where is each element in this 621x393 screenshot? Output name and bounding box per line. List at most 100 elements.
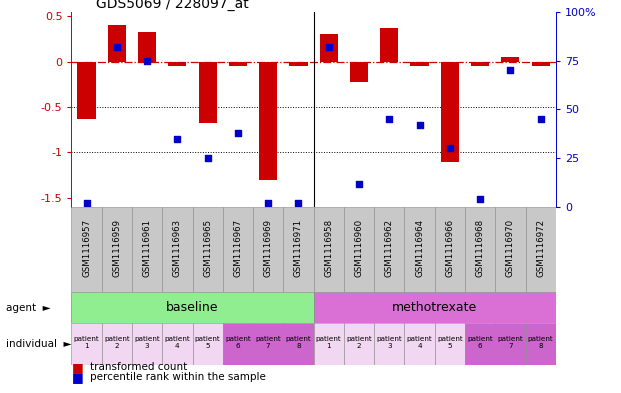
Point <box>112 44 122 50</box>
Text: patient
2: patient 2 <box>104 336 130 349</box>
Text: GSM1116967: GSM1116967 <box>233 219 242 277</box>
Text: GSM1116972: GSM1116972 <box>536 219 545 277</box>
Bar <box>253 323 283 365</box>
Bar <box>108 26 126 62</box>
Text: patient
8: patient 8 <box>528 336 553 349</box>
Text: patient
6: patient 6 <box>467 336 493 349</box>
Bar <box>78 62 96 119</box>
Text: patient
8: patient 8 <box>286 336 311 349</box>
Point <box>233 130 243 136</box>
Text: baseline: baseline <box>166 301 219 314</box>
Bar <box>435 207 465 292</box>
Bar <box>138 32 156 62</box>
Text: patient
2: patient 2 <box>346 336 372 349</box>
Text: patient
1: patient 1 <box>316 336 342 349</box>
Bar <box>132 323 162 365</box>
Point <box>173 136 183 142</box>
Text: GSM1116968: GSM1116968 <box>476 219 484 277</box>
Text: GSM1116963: GSM1116963 <box>173 219 182 277</box>
Text: GSM1116965: GSM1116965 <box>203 219 212 277</box>
Bar <box>162 207 193 292</box>
Text: transformed count: transformed count <box>90 362 188 373</box>
Bar <box>410 62 428 66</box>
Text: GSM1116959: GSM1116959 <box>112 219 121 277</box>
Point <box>384 116 394 122</box>
Bar <box>314 323 344 365</box>
Bar <box>380 28 398 62</box>
Text: GSM1116970: GSM1116970 <box>506 219 515 277</box>
Text: ■: ■ <box>71 371 83 384</box>
Text: patient
7: patient 7 <box>497 336 524 349</box>
Text: patient
7: patient 7 <box>255 336 281 349</box>
Text: GSM1116971: GSM1116971 <box>294 219 303 277</box>
Text: patient
5: patient 5 <box>437 336 463 349</box>
Bar <box>193 323 223 365</box>
Point <box>202 155 212 161</box>
Bar <box>525 207 556 292</box>
Text: GSM1116957: GSM1116957 <box>82 219 91 277</box>
Bar <box>532 62 550 66</box>
Bar <box>162 323 193 365</box>
Bar <box>283 323 314 365</box>
Point <box>505 67 515 73</box>
Bar <box>495 323 525 365</box>
Bar <box>441 62 459 162</box>
Text: GSM1116969: GSM1116969 <box>264 219 273 277</box>
Text: GSM1116958: GSM1116958 <box>324 219 333 277</box>
Text: patient
3: patient 3 <box>134 336 160 349</box>
Text: ■: ■ <box>71 361 83 374</box>
Bar <box>314 292 556 323</box>
Text: patient
3: patient 3 <box>376 336 402 349</box>
Text: individual  ►: individual ► <box>6 339 71 349</box>
Bar <box>465 323 495 365</box>
Bar <box>471 62 489 66</box>
Bar <box>435 323 465 365</box>
Text: GSM1116966: GSM1116966 <box>445 219 455 277</box>
Text: GSM1116960: GSM1116960 <box>355 219 363 277</box>
Bar <box>71 207 102 292</box>
Point <box>294 200 304 206</box>
Bar <box>193 207 223 292</box>
Bar <box>374 207 404 292</box>
Text: agent  ►: agent ► <box>6 303 51 312</box>
Bar <box>350 62 368 82</box>
Text: GDS5069 / 228097_at: GDS5069 / 228097_at <box>96 0 248 11</box>
Bar <box>283 207 314 292</box>
Bar <box>320 35 338 62</box>
Text: patient
5: patient 5 <box>195 336 220 349</box>
Bar <box>525 323 556 365</box>
Point <box>324 44 333 50</box>
Text: GSM1116962: GSM1116962 <box>385 219 394 277</box>
Bar <box>223 207 253 292</box>
Bar <box>223 323 253 365</box>
Point <box>142 57 152 64</box>
Bar <box>314 207 344 292</box>
Bar <box>132 207 162 292</box>
Point <box>536 116 546 122</box>
Bar <box>199 62 217 123</box>
Bar <box>71 292 314 323</box>
Text: patient
6: patient 6 <box>225 336 251 349</box>
Text: methotrexate: methotrexate <box>392 301 478 314</box>
Point <box>263 200 273 206</box>
Point <box>81 200 91 206</box>
Bar <box>168 62 186 66</box>
Point <box>475 196 485 202</box>
Bar <box>102 207 132 292</box>
Bar <box>501 57 519 62</box>
Point <box>354 180 364 187</box>
Text: patient
4: patient 4 <box>165 336 190 349</box>
Bar <box>465 207 495 292</box>
Bar <box>374 323 404 365</box>
Bar <box>404 207 435 292</box>
Bar <box>102 323 132 365</box>
Bar <box>344 207 374 292</box>
Bar <box>344 323 374 365</box>
Bar <box>253 207 283 292</box>
Text: patient
4: patient 4 <box>407 336 432 349</box>
Point <box>415 122 425 128</box>
Bar <box>229 62 247 66</box>
Bar <box>259 62 277 180</box>
Bar <box>289 62 307 66</box>
Text: percentile rank within the sample: percentile rank within the sample <box>90 372 266 382</box>
